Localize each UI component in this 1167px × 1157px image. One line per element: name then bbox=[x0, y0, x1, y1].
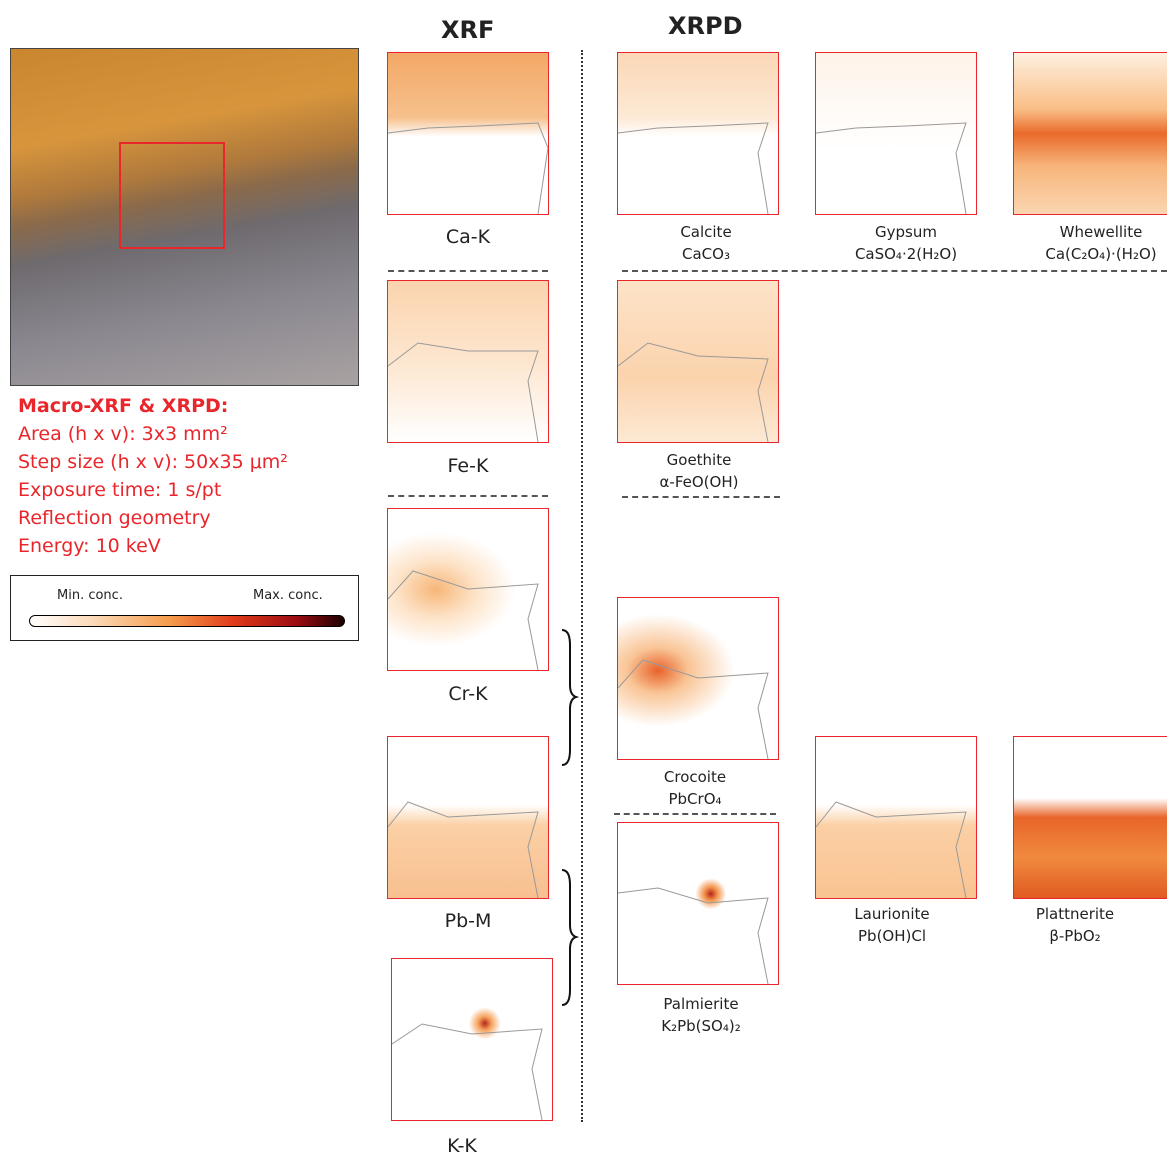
xrpd-map bbox=[617, 52, 779, 215]
xrf-map bbox=[387, 508, 549, 671]
phase-name: Whewellite bbox=[1059, 223, 1143, 241]
phase-name: Crocoite bbox=[663, 768, 727, 786]
xrpd-map bbox=[617, 597, 779, 760]
info-title: Macro-XRF & XRPD: bbox=[18, 395, 229, 417]
xrf-map bbox=[387, 280, 549, 443]
phase-formula: K₂Pb(SO₄)₂ bbox=[661, 1017, 741, 1035]
legend-max: Max. conc. bbox=[253, 588, 323, 603]
area-box bbox=[119, 142, 225, 249]
separator bbox=[622, 496, 780, 498]
info-line: Reflection geometry bbox=[18, 507, 211, 529]
info-line: Area (h x v): 3x3 mm² bbox=[18, 423, 228, 445]
separator bbox=[388, 495, 548, 497]
separator bbox=[614, 813, 776, 815]
sample-photo bbox=[10, 48, 359, 386]
xrf-map bbox=[387, 736, 549, 899]
phase-formula: Pb(OH)Cl bbox=[858, 927, 926, 945]
xrpd-map bbox=[617, 822, 779, 985]
xrpd-map bbox=[1013, 52, 1167, 215]
xrf-label: Pb-M bbox=[444, 910, 492, 932]
header-xrpd: XRPD bbox=[668, 12, 743, 40]
color-legend: Min. conc. Max. conc. bbox=[10, 575, 359, 641]
legend-bar bbox=[29, 615, 345, 627]
legend-min: Min. conc. bbox=[57, 588, 123, 603]
phase-formula: Ca(C₂O₄)·(H₂O) bbox=[1045, 245, 1157, 263]
braces bbox=[561, 629, 580, 1006]
info-line: Energy: 10 keV bbox=[18, 535, 161, 557]
phase-name: Laurionite bbox=[854, 905, 930, 923]
xrf-map bbox=[391, 958, 553, 1121]
xrf-label: K-K bbox=[447, 1135, 477, 1157]
xrf-map bbox=[387, 52, 549, 215]
phase-formula: α-FeO(OH) bbox=[659, 473, 739, 491]
xrpd-map bbox=[1013, 736, 1167, 899]
xrf-label: Ca-K bbox=[445, 226, 491, 248]
phase-formula: PbCrO₄ bbox=[668, 790, 722, 808]
phase-formula: β-PbO₂ bbox=[1049, 927, 1101, 945]
info-line: Step size (h x v): 50x35 μm² bbox=[18, 451, 288, 473]
separator bbox=[388, 270, 548, 272]
phase-name: Palmierite bbox=[663, 995, 739, 1013]
xrpd-map bbox=[815, 736, 977, 899]
xrf-label: Cr-K bbox=[448, 683, 488, 705]
header-xrf: XRF bbox=[441, 16, 495, 44]
phase-name: Gypsum bbox=[875, 223, 937, 241]
phase-formula: CaCO₃ bbox=[682, 245, 730, 263]
phase-name: Plattnerite bbox=[1035, 905, 1115, 923]
divider bbox=[581, 50, 583, 1122]
info-line: Exposure time: 1 s/pt bbox=[18, 479, 222, 501]
xrpd-map bbox=[617, 280, 779, 443]
phase-name: Goethite bbox=[666, 451, 732, 469]
separator bbox=[622, 270, 1167, 272]
phase-name: Calcite bbox=[680, 223, 732, 241]
xrf-label: Fe-K bbox=[447, 455, 489, 477]
xrpd-map bbox=[815, 52, 977, 215]
phase-formula: CaSO₄·2(H₂O) bbox=[854, 245, 958, 263]
